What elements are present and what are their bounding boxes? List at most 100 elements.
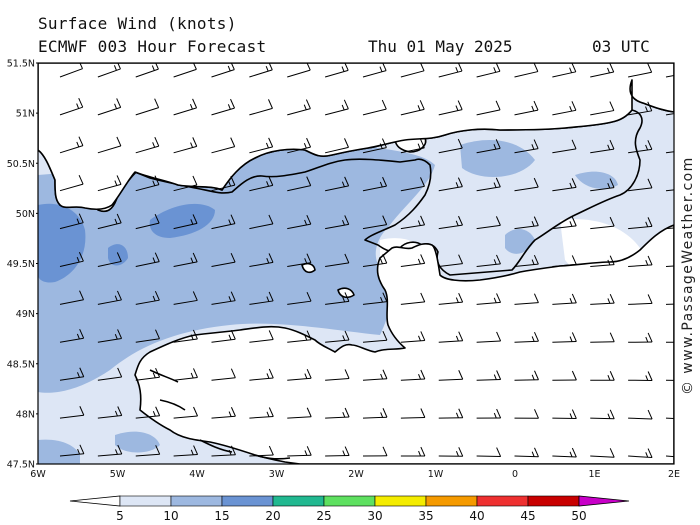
- wind-barb: [552, 447, 577, 458]
- wind-barb: [514, 100, 539, 116]
- wind-barb: [211, 98, 235, 116]
- wind-barb: [514, 293, 539, 305]
- wind-barb: [590, 255, 615, 267]
- wind-barb: [514, 63, 539, 78]
- wind-barb: [325, 215, 350, 230]
- wind-barb: [514, 177, 539, 192]
- latitude-label: 47.5N: [7, 460, 35, 471]
- legend-level-label: 35: [418, 509, 433, 523]
- wind-barb: [628, 371, 653, 381]
- longitude-label: 2W: [348, 469, 364, 480]
- wind-barb: [173, 329, 198, 343]
- wind-barb: [97, 367, 123, 381]
- wind-barb: [476, 447, 502, 458]
- wind-barb: [97, 98, 122, 116]
- wind-barb: [590, 178, 615, 192]
- wind-barb: [287, 176, 312, 192]
- wind-barb: [325, 330, 350, 343]
- wind-barb: [324, 99, 349, 116]
- wind-barb: [97, 290, 122, 305]
- latitude-label: 48N: [16, 409, 35, 420]
- legend-level-label: 20: [265, 509, 280, 523]
- wind-barb: [590, 371, 615, 381]
- wind-barb: [476, 370, 502, 381]
- longitude-label: 1E: [588, 469, 600, 480]
- wind-barb: [476, 139, 501, 154]
- model-forecast-label: ECMWF 003 Hour Forecast: [38, 37, 267, 56]
- wind-barb: [211, 137, 236, 154]
- wind-barb: [552, 63, 577, 78]
- wind-barb: [287, 99, 311, 116]
- wind-barb: [362, 215, 388, 230]
- longitude-label: 5W: [110, 469, 126, 480]
- wind-barb: [173, 137, 198, 154]
- wind-barb: [552, 178, 577, 192]
- wind-barb: [476, 100, 501, 116]
- wind-barb: [400, 292, 426, 305]
- wind-barb: [135, 290, 160, 305]
- wind-barb: [325, 407, 350, 419]
- wind-barb: [514, 409, 539, 419]
- legend-level-label: 30: [367, 509, 382, 523]
- legend-swatch: [323, 495, 376, 507]
- wind-barb: [173, 406, 198, 419]
- wind-barb: [135, 406, 161, 419]
- forecast-date: Thu 01 May 2025: [368, 37, 513, 56]
- longitude-label: 1W: [428, 469, 444, 480]
- wind-barb: [552, 370, 577, 381]
- wind-barb: [249, 214, 274, 230]
- wind-barb: [135, 136, 160, 154]
- wind-barb: [628, 448, 653, 459]
- legend-swatch: [170, 495, 223, 507]
- wind-barb: [362, 99, 387, 116]
- latitude-label: 49.5N: [7, 259, 35, 270]
- wind-barb: [665, 417, 674, 419]
- wind-barb: [628, 140, 653, 154]
- wind-barb: [97, 63, 121, 78]
- wind-barb: [362, 408, 388, 419]
- wind-barb: [628, 294, 653, 305]
- wind-barb: [135, 445, 161, 457]
- wind-barb: [665, 455, 674, 458]
- wind-barb: [97, 252, 122, 267]
- wind-barb: [249, 368, 274, 381]
- wind-barb: [173, 175, 198, 192]
- wind-barb: [287, 214, 312, 230]
- wind-barb: [438, 254, 464, 267]
- wind-barb: [362, 446, 388, 457]
- wind-barb: [287, 407, 312, 419]
- wind-barb: [59, 290, 84, 305]
- wind-barb: [400, 138, 425, 154]
- wind-barb: [249, 291, 274, 305]
- wind-barb: [665, 265, 674, 267]
- wind-barb: [211, 330, 236, 343]
- legend-level-label: 5: [116, 509, 124, 523]
- latitude-axis: 51.5N 51N 50.5N 50N 49.5N 49N 48.5N 48N 47.5N: [7, 59, 38, 471]
- wind-barb: [325, 253, 350, 267]
- longitude-label: 0: [512, 469, 518, 480]
- wind-barb: [438, 177, 463, 192]
- wind-barb: [438, 138, 463, 154]
- longitude-axis: 6W 5W 4W 3W 2W 1W 0 1E 2E: [30, 469, 680, 480]
- wind-barb: [552, 216, 577, 230]
- wind-barb: [438, 331, 464, 343]
- wind-barb: [590, 332, 615, 343]
- wind-barb: [590, 409, 615, 420]
- wind-barb: [514, 332, 539, 343]
- copyright-credit: © www.PassageWeather.com: [680, 156, 696, 395]
- wind-barb: [514, 139, 539, 154]
- wind-barb: [476, 63, 501, 78]
- wind-barb: [514, 370, 539, 381]
- wind-barb: [476, 216, 501, 230]
- wind-speed-legend: 5 10 15 20 25 30 35 40 45 50: [69, 495, 630, 523]
- wind-barb: [325, 176, 350, 192]
- wind-barb: [173, 445, 199, 457]
- wind-barb: [211, 445, 236, 457]
- legend-level-label: 45: [520, 509, 535, 523]
- wind-barb: [135, 329, 160, 343]
- legend-swatch: [119, 495, 172, 507]
- wind-barb: [400, 177, 425, 192]
- longitude-label: 6W: [30, 469, 46, 480]
- wind-barb: [287, 291, 312, 305]
- wind-barb: [628, 255, 653, 267]
